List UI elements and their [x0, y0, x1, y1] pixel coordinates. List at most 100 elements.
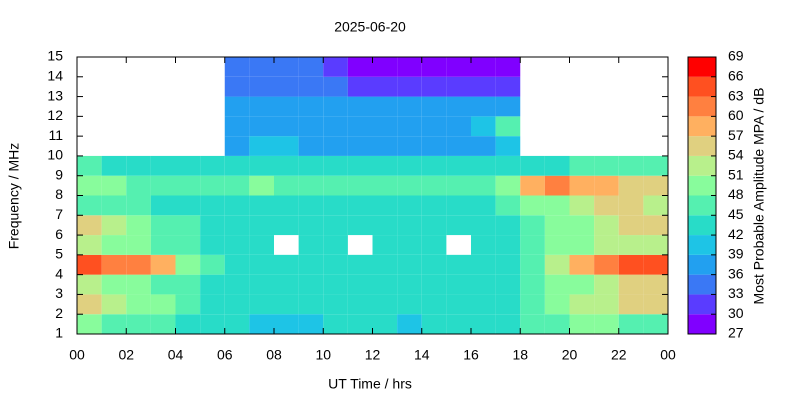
- colorbar-band: [688, 175, 716, 196]
- heatmap-cell: [643, 274, 668, 295]
- heatmap-cell: [569, 274, 595, 295]
- colorbar-band: [688, 76, 716, 97]
- heatmap-cell: [594, 155, 619, 176]
- heatmap-cell: [150, 254, 176, 275]
- colorbar-tick-label: 63: [728, 87, 744, 103]
- y-tick-label: 6: [55, 226, 63, 242]
- heatmap-cell: [618, 195, 644, 216]
- heatmap-cell: [618, 254, 644, 275]
- heatmap-cell: [150, 294, 176, 315]
- heatmap-cell: [249, 175, 274, 196]
- x-tick-label: 16: [463, 347, 479, 363]
- heatmap-cell: [544, 274, 570, 295]
- x-tick-label: 00: [660, 347, 676, 363]
- colorbar-band: [688, 235, 716, 255]
- heatmap-cell: [495, 116, 521, 137]
- heatmap-cell: [544, 175, 570, 196]
- heatmap-cell: [298, 294, 324, 315]
- heatmap-cell: [347, 314, 373, 334]
- y-tick-label: 13: [47, 87, 63, 103]
- heatmap-cell: [77, 235, 102, 255]
- heatmap-cell: [101, 195, 127, 216]
- heatmap-cell: [520, 175, 545, 196]
- heatmap-cell: [298, 274, 324, 295]
- heatmap-cell: [544, 195, 570, 216]
- colorbar-band: [688, 294, 716, 315]
- colorbar-tick-label: 33: [728, 285, 744, 301]
- heatmap-cell: [224, 294, 250, 315]
- y-tick-label: 7: [55, 206, 63, 222]
- heatmap-cell: [569, 155, 595, 176]
- heatmap-cell: [372, 155, 398, 176]
- heatmap-cell: [397, 254, 422, 275]
- x-tick-label: 12: [365, 347, 381, 363]
- heatmap-cell: [274, 294, 299, 315]
- heatmap-cell: [495, 314, 521, 334]
- heatmap-cell: [520, 195, 545, 216]
- heatmap-cell: [150, 235, 176, 255]
- heatmap-cell: [150, 314, 176, 334]
- colorbar-band: [688, 274, 716, 295]
- heatmap-cell: [618, 274, 644, 295]
- heatmap-cell: [618, 215, 644, 236]
- heatmap-cell: [224, 57, 250, 77]
- heatmap-cell: [544, 215, 570, 236]
- colorbar-band: [688, 215, 716, 236]
- heatmap-cell: [224, 314, 250, 334]
- heatmap-cell: [421, 235, 447, 255]
- heatmap-cell: [471, 215, 496, 236]
- x-tick-label: 14: [414, 347, 430, 363]
- heatmap-cell: [569, 294, 595, 315]
- heatmap-cell: [347, 294, 373, 315]
- heatmap-cell: [150, 195, 176, 216]
- heatmap-cell: [520, 314, 545, 334]
- heatmap-cell: [446, 96, 471, 117]
- x-tick-label: 22: [611, 347, 627, 363]
- heatmap-cell: [421, 254, 447, 275]
- colorbar-band: [688, 155, 716, 176]
- x-tick-label: 00: [69, 347, 85, 363]
- heatmap-cell: [274, 136, 299, 156]
- y-tick-label: 10: [47, 147, 63, 163]
- heatmap-cell: [643, 195, 668, 216]
- colorbar-band: [688, 254, 716, 275]
- heatmap-cell: [323, 254, 348, 275]
- heatmap-cell: [446, 294, 471, 315]
- colorbar-tick-label: 45: [728, 206, 744, 222]
- heatmap-cell: [421, 136, 447, 156]
- heatmap-cell: [594, 175, 619, 196]
- heatmap-cell: [446, 136, 471, 156]
- heatmap-cell: [298, 235, 324, 255]
- heatmap-cell: [323, 155, 348, 176]
- heatmap-cell: [397, 195, 422, 216]
- y-tick-label: 5: [55, 246, 63, 262]
- heatmap-cell: [421, 294, 447, 315]
- heatmap-cell: [421, 175, 447, 196]
- heatmap-cell: [77, 215, 102, 236]
- heatmap-cell: [471, 96, 496, 117]
- heatmap-cell: [249, 155, 274, 176]
- heatmap-cell: [224, 96, 250, 117]
- heatmap-cell: [421, 76, 447, 97]
- heatmap-cell: [446, 254, 471, 275]
- heatmap-cell: [372, 195, 398, 216]
- heatmap-cell: [249, 215, 274, 236]
- heatmap-cell: [347, 116, 373, 137]
- heatmap-cell: [372, 57, 398, 77]
- heatmap-cell: [471, 314, 496, 334]
- heatmap-cell: [372, 136, 398, 156]
- heatmap-cell: [347, 76, 373, 97]
- heatmap-cell: [372, 294, 398, 315]
- heatmap-cell: [594, 235, 619, 255]
- heatmap-cell: [544, 254, 570, 275]
- heatmap-cell: [274, 76, 299, 97]
- heatmap-cell: [274, 96, 299, 117]
- heatmap-cell: [101, 294, 127, 315]
- heatmap-cell: [249, 96, 274, 117]
- heatmap-cell: [101, 235, 127, 255]
- x-tick-label: 04: [168, 347, 184, 363]
- heatmap-cell: [471, 274, 496, 295]
- heatmap-cell: [471, 254, 496, 275]
- colorbar-label: Most Probable Amplitude MPA / dB: [751, 88, 767, 305]
